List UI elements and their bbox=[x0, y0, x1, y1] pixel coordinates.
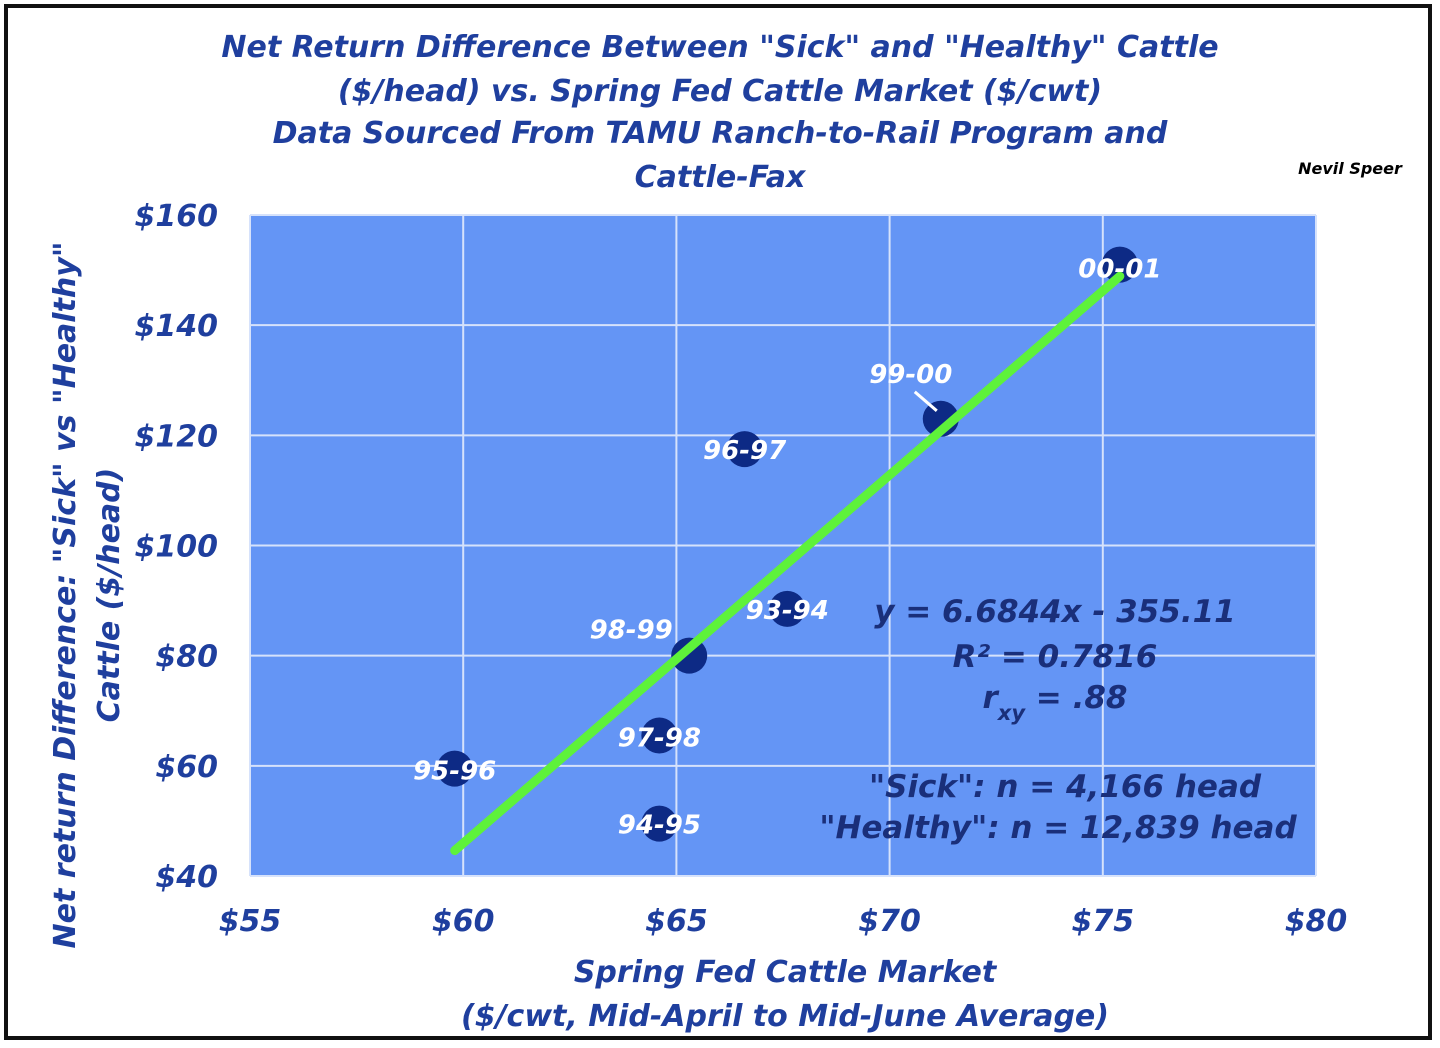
y-tick-label: $100 bbox=[135, 530, 219, 565]
healthy-count: "Healthy": n = 12,839 head bbox=[819, 810, 1297, 846]
y-axis-title-line-2: Cattle ($/head) bbox=[92, 468, 127, 723]
r-squared: R² = 0.7816 bbox=[953, 639, 1158, 675]
correlation-coefficient: rxy = .88 bbox=[982, 680, 1127, 725]
data-point-96-97 bbox=[726, 431, 763, 468]
x-axis-title-line-1: Spring Fed Cattle Market bbox=[574, 955, 998, 990]
data-point-93-94 bbox=[769, 590, 806, 627]
data-point-95-96 bbox=[436, 750, 473, 787]
rxy-subscript: xy bbox=[997, 701, 1027, 725]
point-labels: 93-94 94-95 95-96 96-97 97-98 98-99 99-00 00-01 bbox=[413, 255, 1161, 841]
chart-title-line-4: Cattle-Fax bbox=[635, 160, 807, 195]
x-tick-label: $60 bbox=[432, 904, 495, 939]
x-tick-label: $65 bbox=[645, 904, 708, 939]
x-tick-label: $55 bbox=[219, 904, 282, 939]
y-tick-label: $120 bbox=[135, 419, 219, 454]
point-label-97-98: 97-98 bbox=[618, 724, 701, 754]
point-label-95-96: 95-96 bbox=[413, 757, 496, 787]
chart-title-line-2: ($/head) vs. Spring Fed Cattle Market ($… bbox=[338, 74, 1102, 109]
x-tick-label: $75 bbox=[1071, 904, 1134, 939]
data-point-97-98 bbox=[641, 717, 678, 754]
x-tick-label: $80 bbox=[1285, 904, 1348, 939]
point-label-00-01: 00-01 bbox=[1078, 255, 1161, 285]
rxy-value: = .88 bbox=[1025, 680, 1127, 716]
regression-equation: y = 6.6844x - 355.11 bbox=[874, 594, 1235, 630]
point-label-96-97: 96-97 bbox=[703, 436, 787, 466]
data-point-00-01 bbox=[1101, 246, 1138, 283]
axis-ticks: $55 $60 $65 $70 $75 $80 $40 $60 $80 $100 $120 $140 $… bbox=[135, 199, 1348, 939]
point-label-99-00: 99-00 bbox=[869, 360, 952, 390]
rxy-prefix: r bbox=[982, 680, 999, 716]
sick-count: "Sick": n = 4,166 head bbox=[869, 769, 1262, 805]
chart-title-line-3: Data Sourced From TAMU Ranch-to-Rail Pro… bbox=[273, 116, 1168, 151]
y-axis-title-line-1: Net return Difference: "Sick" vs "Health… bbox=[48, 242, 83, 949]
label-leader-line bbox=[913, 390, 938, 412]
x-axis-title-line-2: ($/cwt, Mid-April to Mid-June Average) bbox=[461, 999, 1109, 1034]
point-label-94-95: 94-95 bbox=[618, 811, 701, 841]
data-point-94-95 bbox=[641, 805, 678, 842]
author-credit: Nevil Speer bbox=[1298, 159, 1403, 178]
y-tick-label: $40 bbox=[155, 860, 218, 895]
y-tick-label: $80 bbox=[155, 640, 218, 675]
point-label-98-99: 98-99 bbox=[590, 616, 673, 646]
data-point-98-99 bbox=[671, 637, 708, 674]
point-label-93-94: 93-94 bbox=[746, 596, 829, 626]
y-axis-title: Net return Difference: "Sick" vs "Health… bbox=[48, 242, 127, 949]
data-points bbox=[436, 246, 1138, 842]
gridlines bbox=[249, 214, 1317, 877]
y-tick-label: $160 bbox=[135, 199, 219, 234]
x-tick-label: $70 bbox=[858, 904, 921, 939]
y-tick-label: $60 bbox=[155, 750, 218, 785]
y-tick-label: $140 bbox=[135, 309, 219, 344]
chart-title-line-1: Net Return Difference Between "Sick" and… bbox=[221, 30, 1218, 65]
trendline bbox=[450, 271, 1125, 856]
